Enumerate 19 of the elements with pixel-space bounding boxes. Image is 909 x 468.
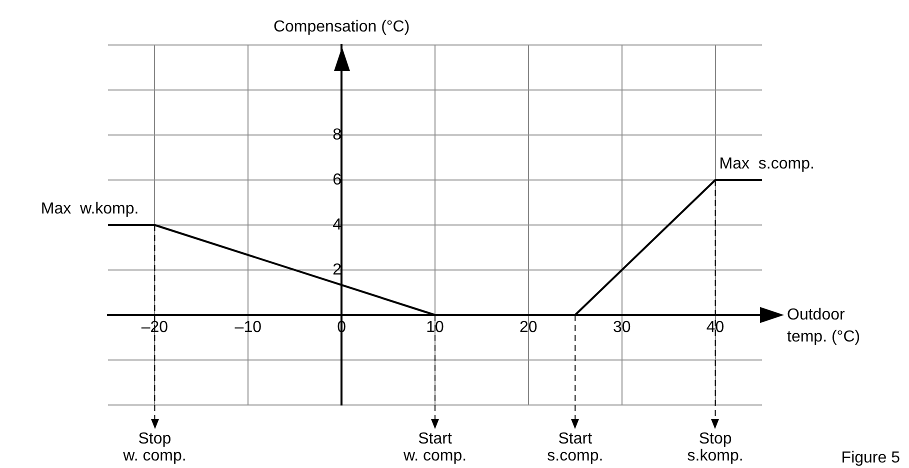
x-axis-title: Outdoor temp. (°C) — [787, 306, 860, 346]
x-tick-label: 10 — [426, 319, 444, 336]
y-tick-label: 6 — [332, 171, 342, 188]
annotation: Max s.comp. — [719, 155, 814, 172]
x-tick-label: 20 — [520, 319, 538, 336]
x-tick-label: 40 — [706, 319, 724, 336]
caption: Figure 5 — [841, 449, 900, 466]
y-tick-label: 2 — [332, 261, 342, 278]
y-axis-title: Compensation (°C) — [273, 18, 410, 36]
x-tick-label: –10 — [234, 319, 262, 336]
ref-line-label: Start s.comp. — [547, 430, 604, 464]
ref-line-label: Start w. comp. — [402, 430, 467, 464]
y-tick-label: 8 — [332, 126, 342, 144]
ref-line-label: Stop w. comp. — [122, 430, 186, 464]
ref-line-label: Stop s.komp. — [687, 430, 744, 464]
annotation: Max w.komp. — [40, 200, 139, 218]
y-tick-label: 4 — [332, 216, 342, 234]
x-tick-label: –20 — [141, 319, 168, 336]
x-tick-label: 30 — [612, 319, 631, 336]
